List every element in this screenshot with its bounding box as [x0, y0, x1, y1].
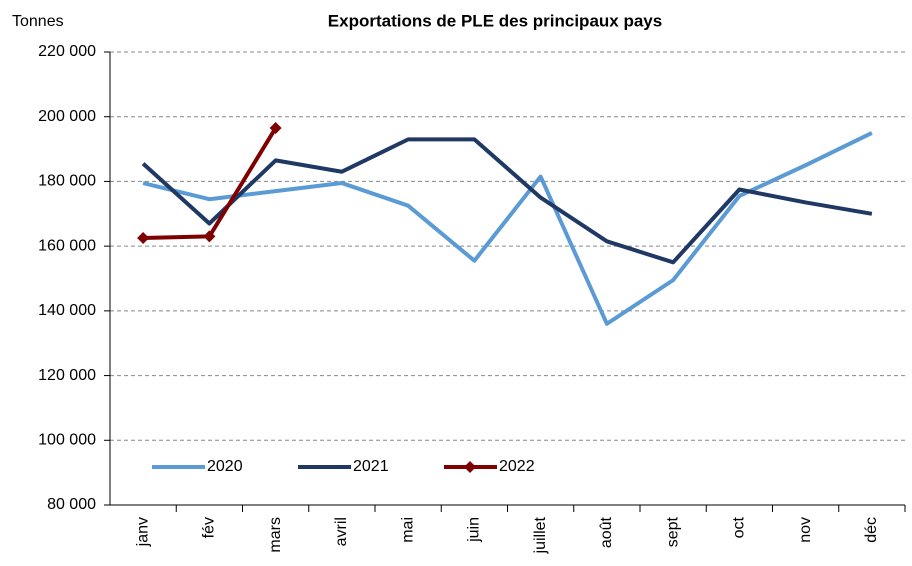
legend-label: 2021 [353, 458, 389, 475]
marker [269, 122, 282, 135]
x-tick-label: déc [863, 517, 880, 543]
x-tick-label: janv [134, 517, 151, 547]
series-line [142, 131, 873, 326]
series-line [141, 137, 873, 265]
legend-marker [464, 461, 476, 473]
y-tick-label: 200 000 [38, 108, 96, 125]
y-tick-label: 180 000 [38, 173, 96, 190]
marker [203, 230, 216, 243]
x-tick-label: juillet [532, 516, 549, 554]
legend-label: 2020 [207, 458, 243, 475]
x-tick-label: fév [201, 517, 218, 538]
y-tick-label: 120 000 [38, 367, 96, 384]
x-tick-label: mars [267, 517, 284, 553]
marker [137, 232, 150, 245]
x-tick-label: oct [731, 516, 748, 538]
x-tick-label: nov [797, 517, 814, 543]
y-tick-label: 80 000 [47, 496, 96, 513]
x-tick-label: avril [333, 517, 350, 546]
y-tick-label: 160 000 [38, 237, 96, 254]
chart-title: Exportations de PLE des principaux pays [328, 11, 662, 30]
x-tick-label: juin [466, 517, 483, 543]
y-tick-label: 100 000 [38, 432, 96, 449]
x-tick-label: mai [399, 517, 416, 543]
y-axis-label: Tonnes [12, 13, 64, 30]
x-tick-label: sept [664, 516, 681, 547]
x-tick-label: août [598, 516, 615, 548]
legend-label: 2022 [499, 458, 535, 475]
y-tick-label: 140 000 [38, 302, 96, 319]
y-tick-label: 220 000 [38, 43, 96, 60]
